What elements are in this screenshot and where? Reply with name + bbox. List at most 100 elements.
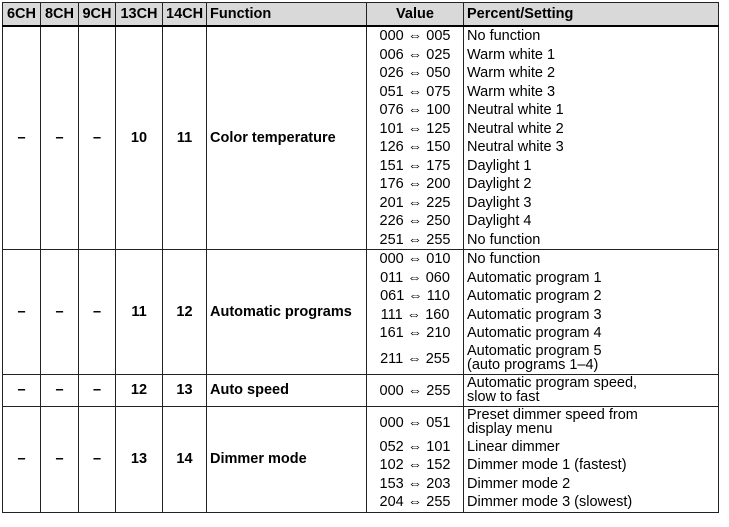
channel-6ch-cell: – [2,249,41,375]
setting-cell: No function Warm white 1 Warm white 2 Warm … [463,25,719,250]
function-cell: Automatic programs [206,249,367,375]
channel-8ch-cell: – [40,25,79,250]
channel-14ch-cell: 13 [162,373,207,407]
setting-cell: No function Automatic program 1 Automatic … [463,249,719,375]
setting-entry: Automatic program 4 [467,325,602,341]
setting-entry: Neutral white 2 [467,120,564,137]
channel-13ch-cell: 10 [115,25,163,250]
channel-8ch-cell: – [40,249,79,375]
value-cell: 000 ⇔ 010 011 ⇔ 060 061 ⇔ 110 111 ⇔ 160 161 … [366,249,464,375]
value-range: 011 ⇔ 060 [380,269,450,286]
dmx-channel-table: 6CH 8CH 9CH 13CH 14CH Function Value Per… [2,2,719,513]
header-13ch: 13CH [115,2,163,27]
value-range: 126 ⇔ 150 [379,139,451,155]
setting-entry: Warm white 3 [467,83,556,100]
value-range: 161 ⇔ 210 [379,325,451,341]
value-range: 176 ⇔ 200 [379,176,451,192]
setting-entry: Automatic program 5 (auto programs 1–4) [464,343,718,374]
setting-line: Preset dimmer speed from [467,406,638,423]
value-cell: 000 ⇔ 005 006 ⇔ 025 026 ⇔ 050 051 ⇔ 075 076 … [366,25,464,250]
channel-9ch-cell: – [78,373,116,407]
channel-13ch-cell: 12 [115,373,163,407]
setting-entry: Preset dimmer speed from display menu [464,407,718,438]
value-cell: 000 ⇔ 255 [366,373,464,407]
setting-entry: Daylight 4 [467,213,532,229]
header-14ch: 14CH [162,2,207,27]
channel-9ch-cell: – [78,249,116,375]
channel-8ch-cell: – [40,373,79,407]
value-range: 111 ⇔ 160 [380,306,450,323]
value-range: 026 ⇔ 050 [379,65,451,81]
value-range: 000 ⇔ 051 [379,414,451,431]
value-range: 151 ⇔ 175 [379,157,451,174]
channel-8ch-cell: – [40,405,79,513]
function-cell: Dimmer mode [206,405,367,513]
setting-line: Automatic program 5 [467,342,602,359]
value-range: 000 ⇔ 255 [379,382,451,399]
setting-entry: Warm white 2 [467,65,556,81]
table-row: – – –12 13 Auto speed 000 ⇔ 255 Automatic prog… [2,373,719,407]
setting-line: Automatic program speed, [467,374,638,391]
header-value: Value [366,2,464,27]
value-range: 000 ⇔ 010 [379,251,451,267]
setting-entry: No function [467,251,541,267]
channel-14ch-cell: 12 [162,249,207,375]
table-row: – – –10 11 Color temperature 000 ⇔ 005 006 ⇔ 0… [2,25,719,250]
setting-entry: Warm white 1 [467,46,556,63]
channel-9ch-cell: – [78,25,116,250]
table-row: – – –11 12 Automatic programs 000 ⇔ 010 011 ⇔ … [2,249,719,375]
value-range: 204 ⇔ 255 [379,494,451,510]
setting-entry: Automatic program 2 [467,288,602,304]
channel-13ch-cell: 13 [115,405,163,513]
value-range: 076 ⇔ 100 [379,102,451,118]
setting-entry: Neutral white 1 [467,102,564,118]
table-row: – – –13 14 Dimmer mode 000 ⇔ 051 052 ⇔ 101 102 … [2,405,719,513]
channel-9ch-cell: – [78,405,116,513]
header-row: 6CH 8CH 9CH 13CH 14CH Function Value Per… [2,2,719,27]
setting-entry: Daylight 3 [467,194,532,211]
header-8ch: 8CH [40,2,79,27]
value-range: 006 ⇔ 025 [379,46,451,63]
setting-entry: Daylight 2 [467,176,532,192]
function-cell: Color temperature [206,25,367,250]
value-range: 000 ⇔ 005 [379,28,451,44]
channel-6ch-cell: – [2,405,41,513]
value-range: 251 ⇔ 255 [379,231,451,248]
function-cell: Auto speed [206,373,367,407]
header-9ch: 9CH [78,2,116,27]
setting-entry: Dimmer mode 2 [467,475,571,492]
setting-entry: No function [467,231,541,248]
setting-entry: Daylight 1 [467,157,532,174]
header-function: Function [206,2,367,27]
value-range: 101 ⇔ 125 [379,120,451,137]
channel-14ch-cell: 14 [162,405,207,513]
value-range: 153 ⇔ 203 [379,475,451,492]
setting-entry: Automatic program 3 [467,306,602,323]
setting-entry: Neutral white 3 [467,139,564,155]
channel-6ch-cell: – [2,25,41,250]
table-body: – – –10 11 Color temperature 000 ⇔ 005 006 ⇔ 0… [2,25,719,513]
header-6ch: 6CH [2,2,41,27]
setting-entry: No function [467,28,541,44]
channel-14ch-cell: 11 [162,25,207,250]
header-setting: Percent/Setting [463,2,719,27]
setting-cell: Preset dimmer speed from display menu Line… [463,405,719,513]
value-range: 211 ⇔ 255 [380,350,450,367]
setting-entry: Automatic program 1 [467,269,602,286]
value-range: 226 ⇔ 250 [379,213,451,229]
setting-entry: Automatic program speed, slow to fast [464,375,718,406]
setting-line: (auto programs 1–4) [467,357,599,373]
value-range: 051 ⇔ 075 [379,83,451,100]
value-range: 201 ⇔ 225 [379,194,451,211]
setting-line: slow to fast [467,389,540,405]
channel-6ch-cell: – [2,373,41,407]
value-range: 061 ⇔ 110 [380,288,450,304]
setting-entry: Dimmer mode 1 (fastest) [467,457,627,473]
setting-line: display menu [467,421,553,437]
setting-cell: Automatic program speed, slow to fast [463,373,719,407]
value-range: 102 ⇔ 152 [379,457,451,473]
channel-13ch-cell: 11 [115,249,163,375]
setting-entry: Dimmer mode 3 (slowest) [467,494,633,510]
dmx-channel-table-container: 6CH 8CH 9CH 13CH 14CH Function Value Per… [2,2,719,513]
setting-entry: Linear dimmer [467,438,560,455]
